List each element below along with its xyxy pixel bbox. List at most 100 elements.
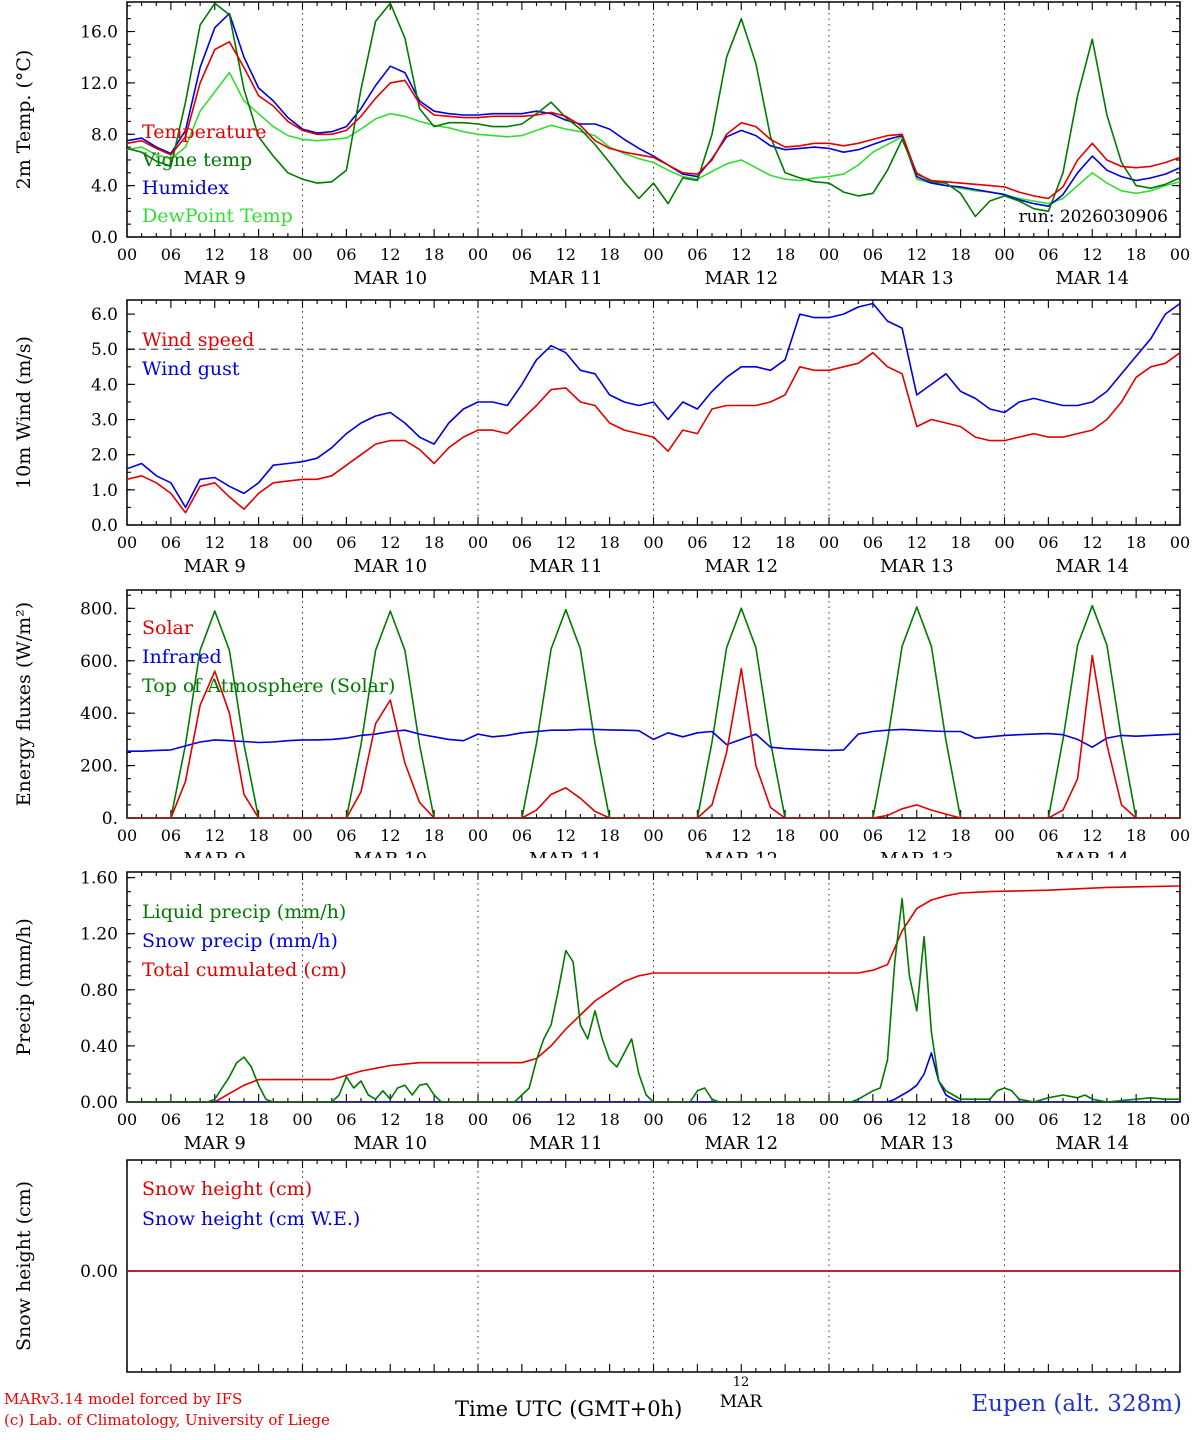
svg-text:06: 06	[1038, 1110, 1058, 1129]
svg-text:06: 06	[512, 1110, 532, 1129]
svg-text:06: 06	[512, 826, 532, 845]
svg-text:MAR 9: MAR 9	[184, 1133, 246, 1150]
legend-item: Snow precip (mm/h)	[142, 930, 338, 952]
series-lines	[127, 302, 1180, 514]
svg-text:00: 00	[819, 1110, 839, 1129]
svg-text:06: 06	[687, 1110, 707, 1129]
svg-text:06: 06	[687, 533, 707, 552]
svg-text:12: 12	[731, 826, 751, 845]
legend: Temperature Vigne temp Humidex DewPoint Tem…	[141, 121, 293, 227]
svg-text:18: 18	[599, 245, 619, 264]
svg-text:12: 12	[731, 1110, 751, 1129]
legend-item: Wind gust	[142, 358, 240, 380]
svg-text:5.0: 5.0	[91, 340, 118, 360]
svg-text:0.0: 0.0	[91, 228, 118, 248]
svg-text:06: 06	[863, 533, 883, 552]
svg-text:200.: 200.	[80, 757, 118, 777]
y-axis-title: Precip (mm/h)	[13, 918, 35, 1056]
legend-item: Temperature	[142, 121, 266, 143]
svg-text:06: 06	[336, 1110, 356, 1129]
svg-text:12: 12	[205, 1110, 225, 1129]
day-labels: MAR 9 MAR 10 MAR 11 MAR 12 MAR 13 MAR 14	[184, 268, 1129, 289]
svg-text:12: 12	[205, 533, 225, 552]
svg-text:00: 00	[643, 1110, 663, 1129]
svg-text:00: 00	[117, 1110, 137, 1129]
svg-text:1.20: 1.20	[80, 925, 118, 945]
svg-text:00: 00	[468, 533, 488, 552]
svg-text:12: 12	[556, 245, 576, 264]
svg-text:MAR 13: MAR 13	[880, 556, 954, 577]
legend-item: Wind speed	[142, 329, 254, 351]
snow-height-panel: 0.00 Snow height (cm) Snow height (cm) Snow…	[0, 1150, 1194, 1373]
svg-text:18: 18	[248, 245, 268, 264]
svg-text:MAR 13: MAR 13	[880, 268, 954, 289]
svg-text:00: 00	[292, 1110, 312, 1129]
series-total-cumulated-cm-	[127, 885, 1180, 1102]
svg-text:18: 18	[1126, 1110, 1146, 1129]
svg-text:00: 00	[1170, 1110, 1190, 1129]
svg-text:00: 00	[468, 245, 488, 264]
energy-flux-panel: 0. 200. 400. 600. 800. 00 06 12 18 00 06 12 18 00 06 12…	[0, 578, 1194, 858]
svg-text:18: 18	[775, 826, 795, 845]
grid-lines	[302, 872, 1005, 1102]
temperature-panel: 0.0 4.0 8.0 12.0 16.0 00 06 12 18 00 06 12 18 00 06 12 1…	[0, 0, 1194, 290]
y-axis-title: 2m Temp. (°C)	[13, 50, 35, 190]
svg-text:12: 12	[907, 533, 927, 552]
axis-ticks	[126, 2, 1181, 238]
svg-text:400.: 400.	[80, 704, 118, 724]
series-liquid-precip-mm-h-	[127, 897, 1180, 1102]
legend: Liquid precip (mm/h) Snow precip (mm/h) To…	[142, 901, 347, 981]
svg-text:06: 06	[863, 1110, 883, 1129]
svg-text:MAR 14: MAR 14	[1055, 849, 1129, 858]
svg-text:12: 12	[380, 1110, 400, 1129]
svg-text:18: 18	[1126, 245, 1146, 264]
svg-text:MAR 11: MAR 11	[529, 556, 603, 577]
svg-text:00: 00	[292, 245, 312, 264]
y-tick-labels: 0.0 1.0 2.0 3.0 4.0 5.0 6.0	[91, 305, 118, 536]
svg-text:00: 00	[819, 826, 839, 845]
svg-text:0.40: 0.40	[80, 1037, 118, 1057]
svg-text:18: 18	[248, 533, 268, 552]
svg-text:MAR 12: MAR 12	[704, 268, 778, 289]
axis-ticks	[126, 1160, 1181, 1372]
svg-text:MAR 9: MAR 9	[184, 268, 246, 289]
svg-text:4.0: 4.0	[91, 177, 118, 197]
svg-text:00: 00	[643, 533, 663, 552]
svg-text:06: 06	[687, 245, 707, 264]
svg-text:18: 18	[950, 1110, 970, 1129]
svg-text:MAR 12: MAR 12	[704, 1133, 778, 1150]
svg-text:00: 00	[994, 1110, 1014, 1129]
y-tick-labels: 0.00	[80, 1262, 118, 1282]
y-axis-title: Energy fluxes (W/m²)	[13, 602, 35, 806]
svg-text:1.0: 1.0	[91, 481, 118, 501]
svg-text:16.0: 16.0	[80, 23, 118, 43]
svg-text:00: 00	[994, 826, 1014, 845]
y-axis-title: 10m Wind (m/s)	[13, 336, 35, 489]
wind-chart: 0.01.02.03.04.05.06.000 06 12 18 00 06 12 18 00 0…	[13, 299, 1190, 577]
svg-text:06: 06	[161, 533, 181, 552]
x-tick-labels: 00 06 12 18 00 06 12 18 00 06 12 18 00 06 12 18 00 06 12 18…	[117, 826, 1190, 845]
svg-text:18: 18	[775, 245, 795, 264]
legend-item: Snow height (cm)	[142, 1178, 312, 1200]
svg-text:18: 18	[1126, 533, 1146, 552]
svg-text:3.0: 3.0	[91, 411, 118, 431]
svg-text:12: 12	[1082, 1110, 1102, 1129]
y-tick-labels: 0.00 0.40 0.80 1.20 1.60	[80, 869, 118, 1113]
svg-text:6.0: 6.0	[91, 305, 118, 325]
snow-height-chart: 0.00 Snow height (cm) Snow height (cm) Snow…	[13, 1159, 1181, 1373]
series-wind-speed	[127, 351, 1180, 514]
series-snow-precip-mm-h-	[127, 1052, 1180, 1102]
legend-item: Total cumulated (cm)	[142, 959, 347, 981]
svg-text:18: 18	[599, 1110, 619, 1129]
legend-item: Snow height (cm W.E.)	[142, 1208, 360, 1230]
y-axis-title: Snow height (cm)	[13, 1181, 35, 1351]
svg-text:12: 12	[1082, 245, 1102, 264]
svg-text:18: 18	[424, 826, 444, 845]
svg-text:MAR 11: MAR 11	[529, 849, 603, 858]
svg-text:06: 06	[161, 1110, 181, 1129]
svg-text:06: 06	[863, 826, 883, 845]
legend-item: DewPoint Temp	[142, 205, 293, 227]
svg-text:MAR 12: MAR 12	[704, 849, 778, 858]
svg-text:MAR 14: MAR 14	[1055, 1133, 1129, 1150]
